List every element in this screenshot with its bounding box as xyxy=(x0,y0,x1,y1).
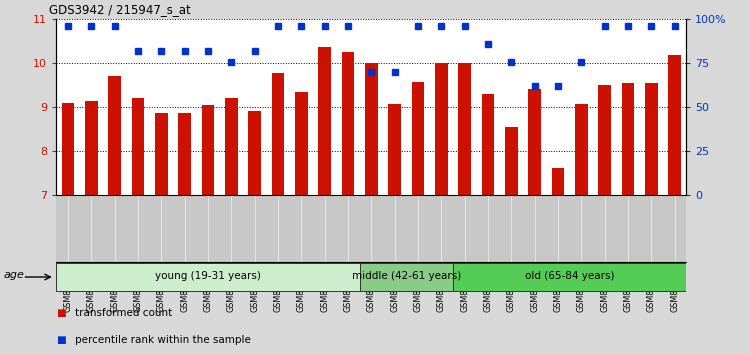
Bar xyxy=(295,92,307,195)
Text: transformed count: transformed count xyxy=(75,308,172,318)
Bar xyxy=(131,98,144,195)
Text: ■: ■ xyxy=(56,335,66,345)
Bar xyxy=(551,167,564,195)
Bar xyxy=(412,82,424,195)
Bar xyxy=(248,112,261,195)
Bar xyxy=(85,101,98,195)
Text: ■: ■ xyxy=(56,308,66,318)
Text: middle (42-61 years): middle (42-61 years) xyxy=(352,272,460,281)
Bar xyxy=(482,94,494,195)
Bar xyxy=(108,76,121,195)
FancyBboxPatch shape xyxy=(56,263,359,291)
Bar xyxy=(272,73,284,195)
Bar xyxy=(598,85,611,195)
Bar xyxy=(154,113,168,195)
Bar xyxy=(178,113,191,195)
Bar xyxy=(645,83,658,195)
Bar xyxy=(388,104,401,195)
Bar xyxy=(62,103,74,195)
Bar xyxy=(364,63,378,195)
Bar xyxy=(668,55,681,195)
FancyBboxPatch shape xyxy=(359,263,453,291)
Bar xyxy=(574,104,588,195)
Bar xyxy=(435,63,448,195)
Bar xyxy=(225,98,238,195)
Bar xyxy=(622,83,634,195)
Text: percentile rank within the sample: percentile rank within the sample xyxy=(75,335,250,345)
Bar xyxy=(505,127,518,195)
FancyBboxPatch shape xyxy=(453,263,686,291)
Text: age: age xyxy=(4,270,25,280)
Bar xyxy=(318,47,331,195)
Bar xyxy=(528,89,541,195)
Text: GDS3942 / 215947_s_at: GDS3942 / 215947_s_at xyxy=(49,3,190,16)
Bar xyxy=(458,63,471,195)
Text: young (19-31 years): young (19-31 years) xyxy=(155,272,261,281)
Text: old (65-84 years): old (65-84 years) xyxy=(525,272,614,281)
Bar xyxy=(202,105,214,195)
Bar xyxy=(341,52,354,195)
